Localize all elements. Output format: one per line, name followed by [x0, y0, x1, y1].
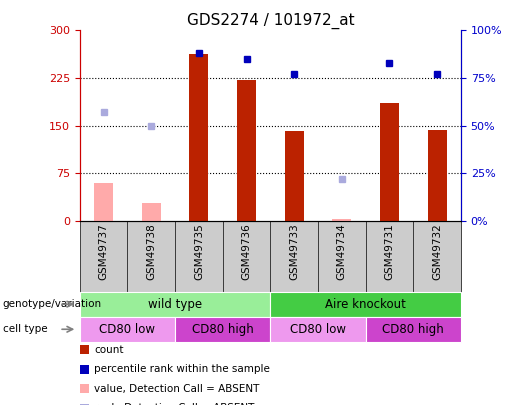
- Text: percentile rank within the sample: percentile rank within the sample: [94, 364, 270, 374]
- Bar: [142, 203, 161, 221]
- Text: rank, Detection Call = ABSENT: rank, Detection Call = ABSENT: [94, 403, 254, 405]
- Text: value, Detection Call = ABSENT: value, Detection Call = ABSENT: [94, 384, 260, 394]
- Bar: [94, 183, 113, 221]
- Bar: [427, 130, 447, 221]
- Text: genotype/variation: genotype/variation: [3, 299, 101, 309]
- Text: CD80 low: CD80 low: [99, 323, 156, 336]
- Text: CD80 low: CD80 low: [290, 323, 346, 336]
- Bar: [332, 219, 351, 221]
- Text: CD80 high: CD80 high: [383, 323, 444, 336]
- Bar: [237, 80, 256, 221]
- Text: cell type: cell type: [3, 324, 47, 334]
- Text: wild type: wild type: [148, 298, 202, 311]
- Bar: [190, 55, 209, 221]
- Text: CD80 high: CD80 high: [192, 323, 253, 336]
- Text: Aire knockout: Aire knockout: [325, 298, 406, 311]
- Bar: [380, 103, 399, 221]
- Title: GDS2274 / 101972_at: GDS2274 / 101972_at: [186, 13, 354, 29]
- Text: count: count: [94, 345, 124, 355]
- Bar: [285, 131, 304, 221]
